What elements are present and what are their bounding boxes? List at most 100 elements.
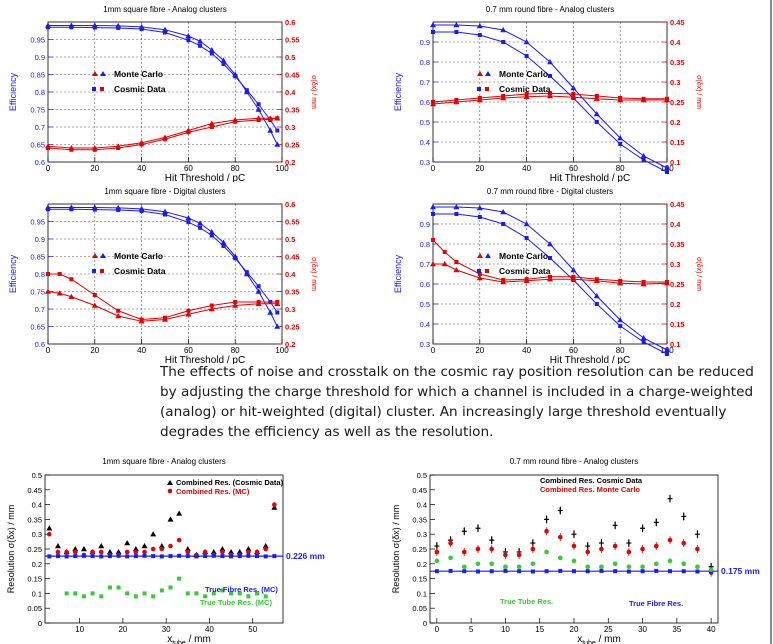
- data-point: [572, 544, 577, 549]
- data-point: [222, 244, 226, 248]
- data-point: [665, 170, 669, 174]
- data-point: [124, 540, 130, 545]
- data-point: [203, 554, 207, 558]
- data-point: [501, 40, 505, 44]
- legend-label: Cosmic Data: [499, 266, 551, 276]
- legend-marker: [477, 253, 483, 258]
- data-point: [642, 158, 646, 162]
- data-point: [160, 554, 164, 558]
- data-point: [503, 564, 508, 569]
- y-axis-label: Resolution σ(δx) / mm: [391, 505, 401, 594]
- y2-axis-label: σ(δx) / mm: [310, 75, 317, 109]
- data-point: [548, 74, 552, 78]
- data-point: [167, 516, 173, 521]
- y-tick-label: 0.2: [32, 560, 42, 569]
- y-tick-label: 0.3: [420, 158, 430, 167]
- caption-text: The effects of noise and crosstalk on th…: [160, 362, 760, 442]
- data-point: [454, 260, 458, 264]
- data-point: [431, 212, 435, 216]
- data-point: [478, 215, 482, 219]
- y-tick-label: 0.6: [35, 340, 45, 349]
- data-point: [695, 531, 700, 538]
- x-tick-label: 0: [435, 625, 440, 634]
- legend-label: Monte Carlo: [114, 69, 163, 79]
- data-point: [142, 543, 148, 548]
- data-point: [595, 302, 599, 306]
- series-line: [48, 118, 277, 150]
- data-point: [203, 550, 208, 555]
- data-point: [275, 311, 279, 315]
- data-point: [268, 117, 272, 121]
- legend-label: Cosmic Data: [114, 84, 166, 94]
- data-point: [233, 300, 237, 304]
- data-point: [558, 507, 563, 514]
- y2-tick-label: 0.6: [285, 18, 295, 27]
- right-divider: [770, 0, 772, 644]
- data-point: [209, 47, 215, 52]
- data-point: [448, 541, 453, 546]
- data-point: [599, 569, 603, 573]
- fit-value-label: 0.226 mm: [286, 551, 325, 561]
- data-point: [695, 547, 700, 552]
- x-tick-label: 20: [90, 164, 99, 173]
- data-point: [134, 554, 138, 558]
- data-point: [544, 516, 549, 523]
- x-tick-label: 35: [672, 625, 681, 634]
- x-tick-label: 40: [522, 346, 531, 355]
- fit-value-label: 0.175 mm: [721, 566, 760, 576]
- data-point: [140, 143, 144, 147]
- data-point: [709, 567, 714, 572]
- y2-axis-label: σ(δx) / mm: [695, 75, 702, 109]
- data-point: [163, 213, 167, 217]
- data-point: [186, 38, 190, 42]
- chart-title: 0.7 mm round fibre - Analog clusters: [486, 5, 615, 14]
- data-point: [275, 300, 279, 304]
- data-point: [476, 547, 481, 552]
- data-point: [448, 556, 453, 561]
- x-tick-label: 20: [90, 346, 99, 355]
- data-point: [490, 569, 494, 573]
- legend-marker: [92, 253, 98, 258]
- y-tick-label: 0.4: [32, 501, 42, 510]
- data-point: [163, 137, 167, 141]
- x-tick-label: 60: [184, 346, 193, 355]
- data-point: [558, 569, 562, 573]
- y-tick-label: 0.85: [30, 71, 45, 80]
- y2-tick-label: 0.1: [670, 158, 680, 167]
- y-tick-label: 0: [38, 619, 42, 628]
- y2-tick-label: 0.6: [285, 200, 295, 209]
- y-axis-label: Efficiency: [8, 72, 18, 111]
- data-point: [627, 564, 632, 569]
- x-tick-label: 10: [501, 625, 510, 634]
- legend-marker: [477, 71, 483, 76]
- data-point: [489, 547, 494, 552]
- y-tick-label: 0.5: [420, 118, 430, 127]
- legend-label: Combined Res. (MC): [176, 487, 250, 496]
- data-point: [177, 538, 182, 543]
- data-point: [503, 569, 507, 573]
- data-point: [517, 569, 521, 573]
- data-point: [69, 148, 73, 152]
- y-tick-label: 0.65: [30, 323, 45, 332]
- data-point: [140, 27, 144, 31]
- data-point: [58, 272, 62, 276]
- data-point: [186, 220, 190, 224]
- data-point: [186, 130, 190, 134]
- data-point: [82, 594, 86, 598]
- chart-panel-round-resolution: 0.7 mm round fibre - Analog clusters 0 5 10…: [385, 452, 770, 644]
- data-point: [108, 554, 112, 558]
- x-tick-label: 60: [569, 346, 578, 355]
- data-point: [462, 528, 467, 535]
- data-point: [665, 280, 669, 284]
- x-axis-label: Hit Threshold / pC: [550, 173, 630, 182]
- y-tick-label: 0.5: [420, 300, 430, 309]
- legend-marker: [92, 269, 96, 273]
- y-tick-label: 0.35: [27, 515, 42, 524]
- data-point: [453, 267, 459, 272]
- data-point: [613, 544, 618, 549]
- data-point: [571, 275, 575, 279]
- x-tick-label: 40: [137, 164, 146, 173]
- data-point: [140, 318, 144, 322]
- y-tick-label: 0.5: [417, 471, 427, 480]
- data-point: [668, 559, 673, 564]
